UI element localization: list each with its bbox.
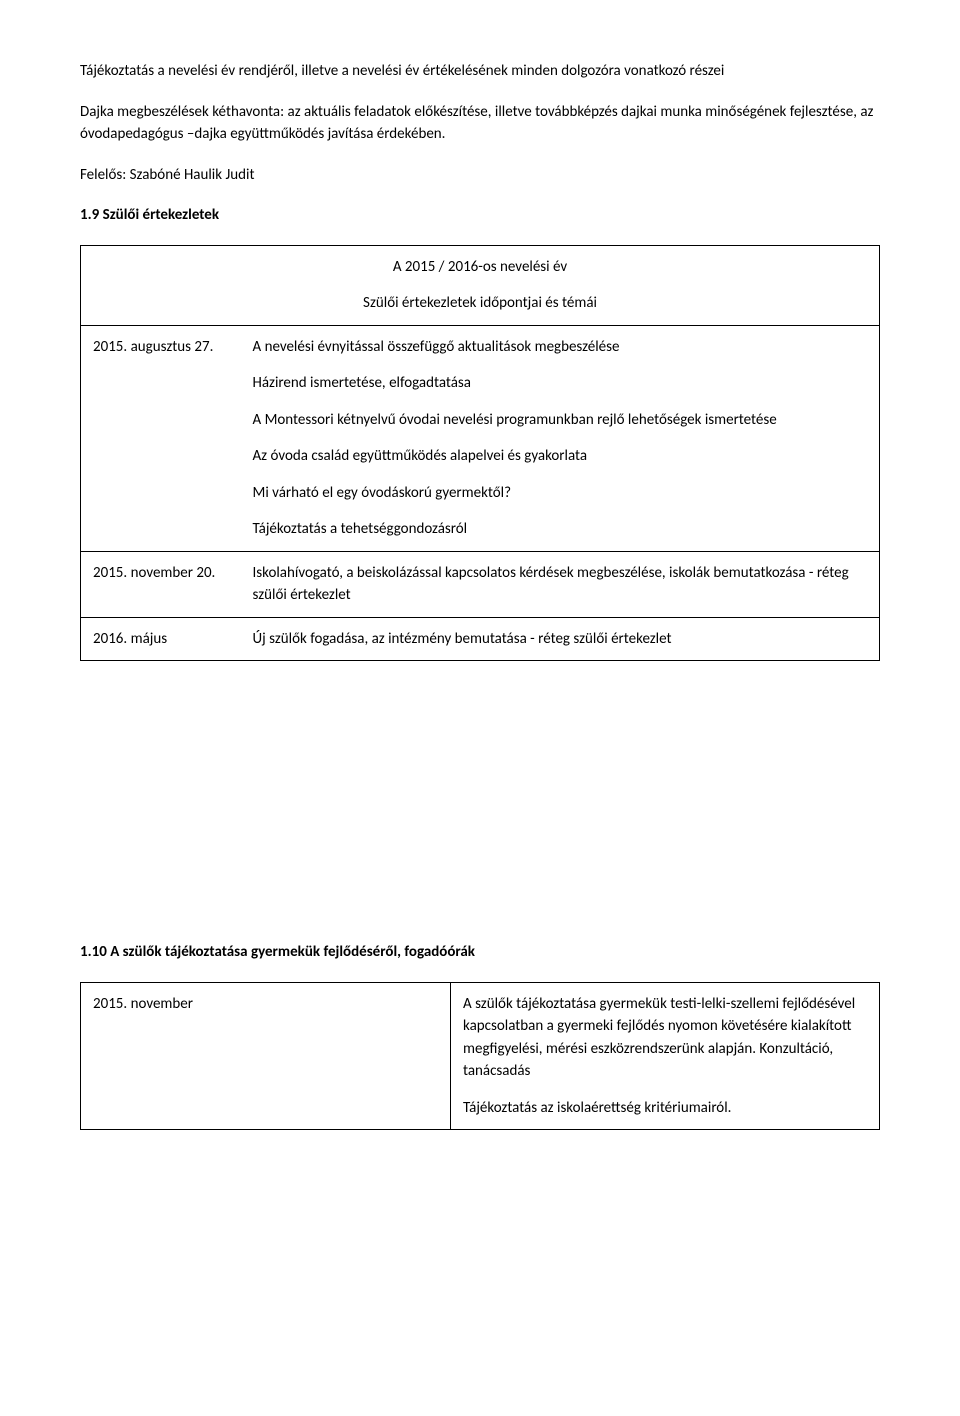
intro-paragraph-3: Felelős: Szabóné Haulik Judit bbox=[80, 164, 880, 187]
row1-item1: A nevelési évnyitással összefüggő aktual… bbox=[253, 336, 868, 359]
table-header-line2: Szülői értekezletek időpontjai és témái bbox=[93, 292, 867, 315]
table-row: 2016. május Új szülők fogadása, az intéz… bbox=[81, 617, 880, 661]
row1-item6: Tájékoztatás a tehetséggondozásról bbox=[253, 518, 868, 541]
row1-item5: Mi várható el egy óvodáskorú gyermektől? bbox=[253, 482, 868, 505]
table2-content2: Tájékoztatás az iskolaérettség kritérium… bbox=[463, 1097, 867, 1120]
heading-1-9: 1.9 Szülői értekezletek bbox=[80, 204, 880, 227]
row1-item2: Házirend ismertetése, elfogadtatása bbox=[253, 372, 868, 395]
table2-content1: A szülők tájékoztatása gyermekük testi-l… bbox=[463, 993, 867, 1083]
table2-date: 2015. november bbox=[81, 982, 451, 1130]
table-header-line1: A 2015 / 2016-os nevelési év bbox=[93, 256, 867, 279]
intro-paragraph-2: Dajka megbeszélések kéthavonta: az aktuá… bbox=[80, 101, 880, 146]
table-row: 2015. november A szülők tájékoztatása gy… bbox=[81, 982, 880, 1130]
meetings-table: A 2015 / 2016-os nevelési év Szülői érte… bbox=[80, 245, 880, 662]
row1-item3: A Montessori kétnyelvű óvodai nevelési p… bbox=[253, 409, 868, 432]
row2-content: Iskolahívogató, a beiskolázással kapcsol… bbox=[241, 551, 880, 617]
table-row: 2015. november 20. Iskolahívogató, a bei… bbox=[81, 551, 880, 617]
table-header-row: A 2015 / 2016-os nevelési év Szülői érte… bbox=[81, 245, 880, 325]
intro-paragraph-1: Tájékoztatás a nevelési év rendjéről, il… bbox=[80, 60, 880, 83]
table-row: 2015. augusztus 27. A nevelési évnyitáss… bbox=[81, 325, 880, 551]
row1-item4: Az óvoda család együttműködés alapelvei … bbox=[253, 445, 868, 468]
row2-date: 2015. november 20. bbox=[81, 551, 241, 617]
row3-content: Új szülők fogadása, az intézmény bemutat… bbox=[241, 617, 880, 661]
office-hours-table: 2015. november A szülők tájékoztatása gy… bbox=[80, 982, 880, 1131]
row3-date: 2016. május bbox=[81, 617, 241, 661]
heading-1-10: 1.10 A szülők tájékoztatása gyermekük fe… bbox=[80, 941, 880, 964]
row1-date: 2015. augusztus 27. bbox=[81, 325, 241, 551]
